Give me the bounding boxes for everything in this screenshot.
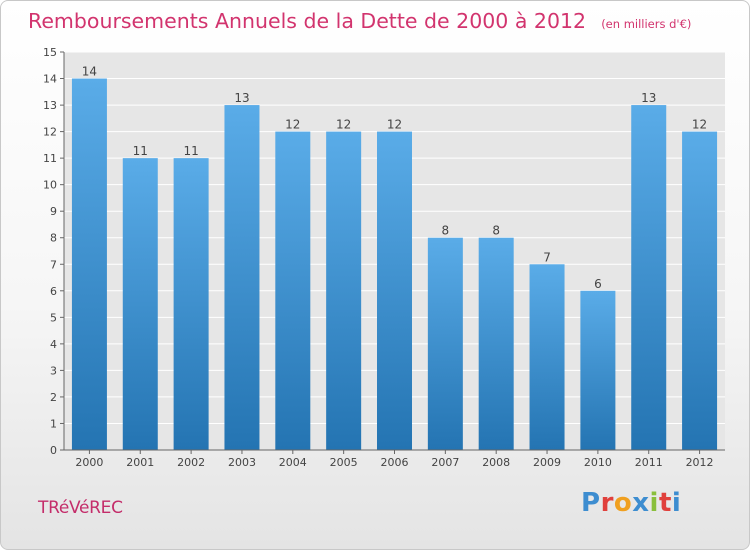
bars: [71, 78, 718, 451]
x-tick-label: 2009: [533, 456, 561, 469]
y-tick-label: 7: [50, 258, 57, 271]
bar: [71, 78, 107, 451]
logo-letter: o: [613, 488, 633, 518]
logo-letter: P: [581, 488, 601, 518]
x-tick-label: 2012: [686, 456, 714, 469]
data-label: 12: [285, 118, 300, 132]
data-label: 11: [183, 144, 198, 158]
y-tick-label: 0: [50, 444, 57, 457]
logo-letter: i: [649, 488, 659, 518]
logo-letter: r: [600, 488, 614, 518]
y-tick-label: 14: [43, 73, 57, 86]
bar: [580, 290, 616, 450]
x-tick-label: 2004: [279, 456, 307, 469]
y-tick-label: 9: [50, 205, 57, 218]
bar: [275, 131, 311, 450]
y-tick-label: 2: [50, 391, 57, 404]
bar: [529, 264, 565, 450]
place-name: TRéVéREC: [38, 498, 123, 518]
proxiti-logo[interactable]: Proxiti: [581, 488, 681, 518]
y-tick-label: 8: [50, 232, 57, 245]
y-tick-label: 12: [43, 126, 57, 139]
bar: [377, 131, 412, 450]
bar: [427, 237, 463, 450]
data-label: 12: [336, 118, 351, 132]
bar: [173, 158, 209, 450]
logo-letter: i: [671, 488, 682, 518]
y-tick-label: 13: [43, 99, 57, 112]
y-tick-label: 4: [50, 338, 57, 351]
data-label: 8: [492, 224, 500, 238]
data-label: 7: [543, 250, 551, 264]
x-tick-label: 2000: [75, 456, 103, 469]
logo-letter: x: [632, 488, 650, 518]
data-label: 6: [594, 277, 602, 291]
data-label: 13: [641, 91, 656, 105]
x-tick-label: 2011: [635, 456, 663, 469]
x-tick-label: 2001: [126, 456, 154, 469]
x-tick-label: 2002: [177, 456, 205, 469]
y-tick-label: 5: [50, 311, 57, 324]
bar: [224, 105, 260, 451]
data-labels: 14 11 11 13 12 12 12 8 8 7 6 13 12: [82, 65, 707, 291]
bar: [122, 158, 158, 450]
x-tick-label: 2003: [228, 456, 256, 469]
bar: [326, 131, 362, 450]
bar: [682, 131, 718, 450]
chart-title: Remboursements Annuels de la Dette de 20…: [28, 9, 587, 33]
data-label: 12: [387, 118, 402, 132]
x-tick-label: 2007: [431, 456, 459, 469]
title-row: Remboursements Annuels de la Dette de 20…: [28, 9, 691, 33]
y-tick-label: 3: [50, 364, 57, 377]
data-label: 12: [692, 118, 707, 132]
x-tick-label: 2008: [482, 456, 510, 469]
logo-letter: t: [658, 488, 672, 518]
x-tick-label: 2005: [330, 456, 358, 469]
y-tick-label: 15: [43, 46, 57, 59]
data-label: 11: [133, 144, 148, 158]
x-tick-label: 2006: [381, 456, 409, 469]
chart-subtitle: (en milliers d'€): [601, 17, 692, 31]
data-label: 8: [442, 224, 450, 238]
y-tick-label: 6: [50, 285, 57, 298]
data-label: 14: [82, 65, 97, 79]
bar: [631, 105, 667, 451]
y-tick-label: 1: [50, 417, 57, 430]
x-axis-ticks: 2000 2001 2002 2003 2004 2005 2006 2007 2008 2009…: [75, 450, 714, 469]
y-tick-label: 10: [43, 179, 57, 192]
y-tick-label: 11: [43, 152, 57, 165]
bar: [478, 237, 514, 450]
data-label: 13: [234, 91, 249, 105]
x-tick-label: 2010: [584, 456, 612, 469]
